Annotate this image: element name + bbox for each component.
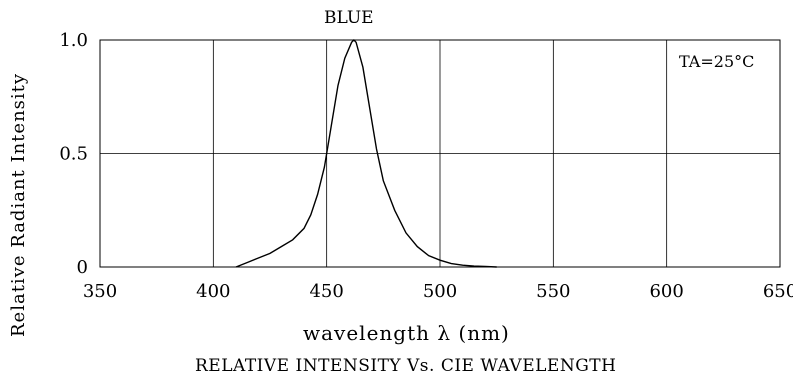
y-tick-labels: 0 0.5 1.0 (59, 30, 88, 278)
grid-lines (100, 40, 780, 267)
x-tick-label: 550 (536, 281, 570, 302)
chart-title: RELATIVE INTENSITY Vs. CIE WAVELENGTH (195, 356, 616, 376)
temperature-annotation: TA=25°C (679, 52, 754, 71)
x-tick-labels: 350 400 450 500 550 600 650 (83, 281, 793, 302)
y-tick-label: 0 (77, 257, 88, 278)
x-tick-label: 450 (309, 281, 343, 302)
x-tick-label: 500 (423, 281, 457, 302)
x-tick-label: 350 (83, 281, 117, 302)
plot-frame (99, 39, 781, 268)
series-label: BLUE (324, 8, 374, 28)
x-axis-label: wavelength λ (nm) (303, 321, 510, 345)
x-tick-label: 650 (763, 281, 793, 302)
series-line-blue (235, 38, 497, 268)
y-tick-label: 1.0 (59, 30, 88, 51)
x-tick-label: 400 (196, 281, 230, 302)
y-axis-label: Relative Radiant Intensity (8, 73, 29, 337)
x-tick-label: 600 (649, 281, 683, 302)
y-tick-label: 0.5 (59, 144, 88, 165)
